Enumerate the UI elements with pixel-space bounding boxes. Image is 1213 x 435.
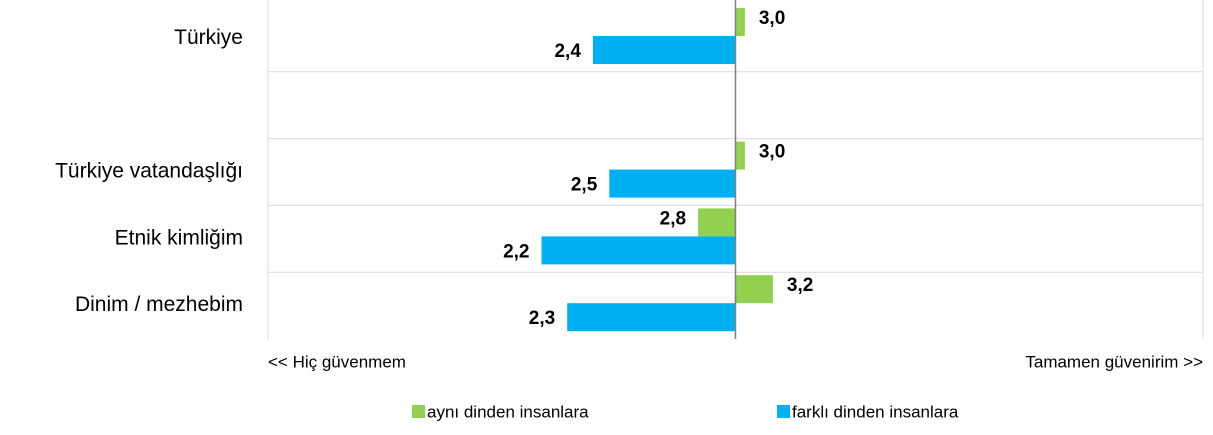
value-label: 2,5 xyxy=(571,175,598,196)
bar xyxy=(592,36,736,64)
value-label: 3,0 xyxy=(759,8,785,29)
legend-swatch xyxy=(412,405,425,418)
value-label: 2,4 xyxy=(554,41,581,62)
category-label: Türkiye xyxy=(174,26,243,49)
axis-note: << Hiç güvenmem xyxy=(268,352,406,371)
legend-label: aynı dinden insanlara xyxy=(427,402,589,421)
value-label: 3,2 xyxy=(787,275,813,296)
bar xyxy=(698,208,736,237)
bar xyxy=(735,8,745,36)
bar xyxy=(735,275,773,304)
bar xyxy=(567,303,736,332)
bar xyxy=(609,169,736,198)
value-label: 2,8 xyxy=(660,208,686,229)
legend-swatch xyxy=(777,405,790,418)
value-label: 3,0 xyxy=(759,142,785,163)
category-label: Dinim / mezhebim xyxy=(75,293,243,316)
category-label: Etnik kimliğim xyxy=(115,226,243,249)
bar xyxy=(735,141,745,170)
axis-note: Tamamen güvenirim >> xyxy=(1025,352,1203,371)
category-label: Türkiye vatandaşlığı xyxy=(55,160,243,183)
bar xyxy=(541,236,736,265)
legend-label: farklı dinden insanlara xyxy=(792,402,959,421)
value-label: 2,3 xyxy=(529,308,555,329)
value-label: 2,2 xyxy=(503,241,529,262)
